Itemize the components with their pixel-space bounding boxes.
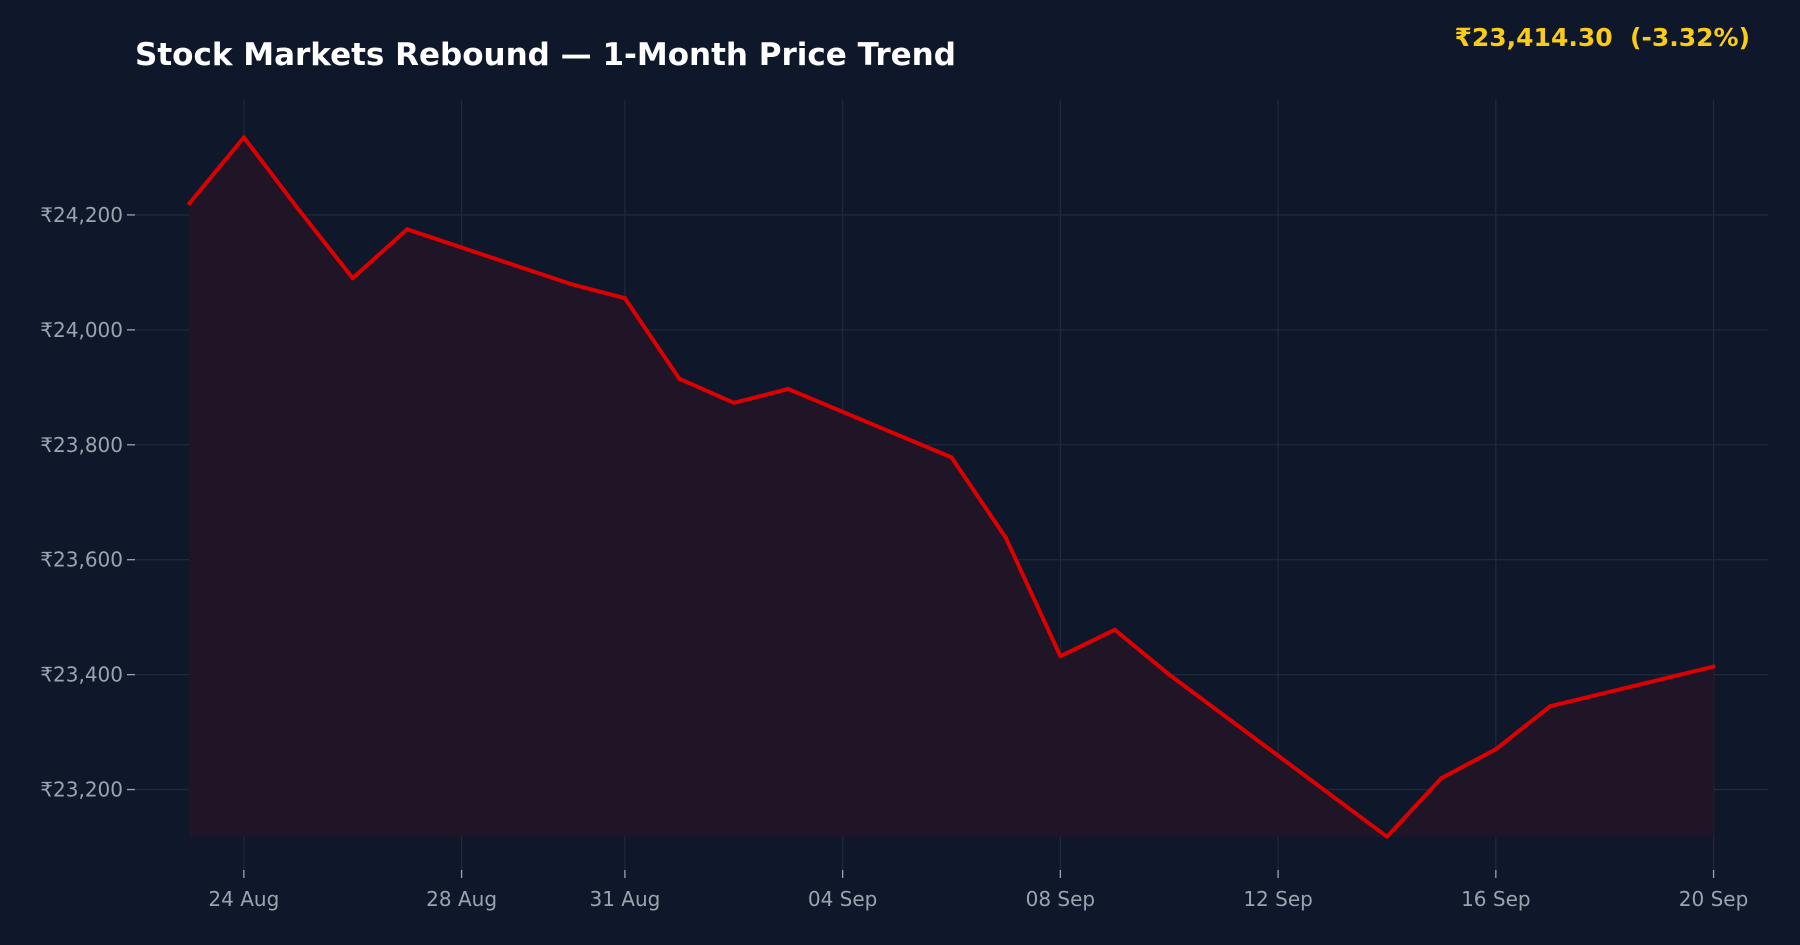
price-point: [296, 207, 301, 212]
x-tick-label: 28 Aug: [426, 887, 497, 911]
price-point: [677, 376, 682, 381]
x-tick-label: 16 Sep: [1461, 887, 1531, 911]
price-point: [949, 455, 954, 460]
y-axis-ticks: ₹23,200 ₹23,400 ₹23,600 ₹23,800 ₹24,000 ₹24,2…: [40, 203, 135, 802]
price-line: [187, 135, 1716, 839]
price-point: [1167, 672, 1172, 677]
y-tick-label: ₹23,600: [40, 548, 123, 572]
price-point: [1112, 627, 1117, 632]
price-point: [1493, 747, 1498, 752]
x-tick-label: 31 Aug: [589, 887, 660, 911]
x-tick-label: 20 Sep: [1679, 887, 1749, 911]
y-tick-label: ₹24,200: [40, 203, 123, 227]
price-point: [350, 276, 355, 281]
price-point: [1385, 834, 1389, 839]
price-point: [1439, 776, 1444, 781]
price-point: [622, 296, 627, 301]
price-point: [187, 201, 192, 206]
x-axis-ticks: 24 Aug 28 Aug 31 Aug 04 Sep 08 Sep 12 Sep 16 S…: [208, 870, 1748, 911]
x-tick-label: 04 Sep: [808, 887, 878, 911]
price-readout: ₹23,414.30 (-3.32%): [1454, 23, 1750, 52]
x-tick-label: 08 Sep: [1026, 887, 1096, 911]
y-tick-label: ₹24,000: [40, 318, 123, 342]
chart-title: Stock Markets Rebound — 1-Month Price Tr…: [135, 37, 956, 73]
price-point: [1711, 664, 1716, 669]
y-tick-label: ₹23,200: [40, 778, 123, 802]
price-point: [731, 400, 736, 405]
price-area-fill: [189, 137, 1714, 837]
price-point: [568, 281, 573, 286]
price-point: [241, 135, 246, 140]
price-point: [1003, 535, 1008, 540]
x-tick-label: 24 Aug: [208, 887, 279, 911]
price-point: [405, 227, 410, 232]
x-tick-label: 12 Sep: [1243, 887, 1313, 911]
price-point: [1548, 704, 1553, 709]
y-tick-label: ₹23,400: [40, 663, 123, 687]
price-point: [786, 387, 791, 391]
price-point: [1058, 654, 1063, 659]
y-tick-label: ₹23,800: [40, 433, 123, 457]
price-series: [187, 135, 1716, 839]
